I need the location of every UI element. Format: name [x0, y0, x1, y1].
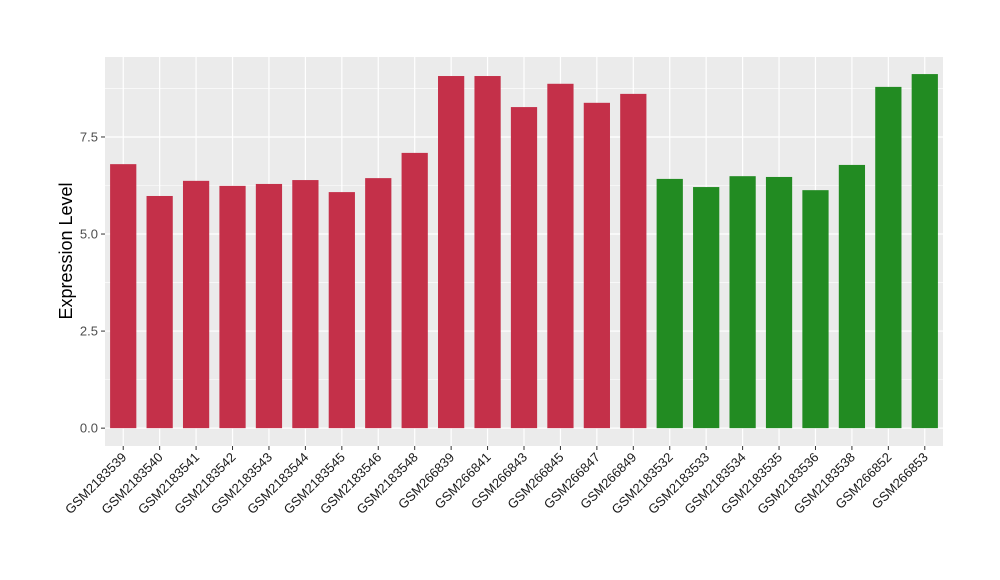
bars: [110, 74, 938, 429]
bar-GSM266845: [547, 83, 574, 429]
bar-GSM2183538: [838, 164, 866, 429]
y-tick-label: 0.0: [80, 421, 98, 436]
bar-GSM2183539: [110, 164, 137, 429]
bar-GSM2183540: [146, 195, 173, 429]
bar-GSM266853: [911, 74, 938, 429]
bar-GSM266843: [510, 107, 538, 429]
x-tick-label: GSM2183539: [62, 450, 129, 517]
bar-GSM2183532: [656, 178, 683, 429]
y-tick-label: 5.0: [80, 227, 98, 242]
bar-GSM2183542: [219, 185, 246, 429]
y-axis: 0.0 2.5 5.0 7.5: [80, 129, 105, 436]
bar-GSM266847: [583, 102, 610, 429]
bar-GSM2183546: [365, 178, 392, 429]
bar-GSM266849: [620, 93, 647, 429]
y-tick-label: 2.5: [80, 324, 98, 339]
bar-GSM266839: [438, 76, 465, 429]
bar-GSM2183541: [182, 180, 210, 429]
bar-GSM2183534: [729, 176, 756, 429]
y-axis-label: Expression Level: [56, 182, 76, 319]
bar-GSM266852: [875, 86, 902, 429]
bar-GSM2183548: [401, 152, 428, 429]
bar-GSM2183535: [765, 176, 793, 429]
y-tick-label: 7.5: [80, 129, 98, 144]
bar-GSM2183545: [328, 192, 355, 429]
bar-GSM2183533: [693, 187, 720, 429]
bar-GSM2183544: [292, 180, 319, 429]
x-axis: GSM2183539GSM2183540GSM2183541GSM2183542…: [62, 446, 931, 517]
bar-GSM2183543: [255, 183, 283, 429]
bar-GSM2183536: [802, 190, 829, 429]
bar-GSM266841: [474, 76, 501, 429]
